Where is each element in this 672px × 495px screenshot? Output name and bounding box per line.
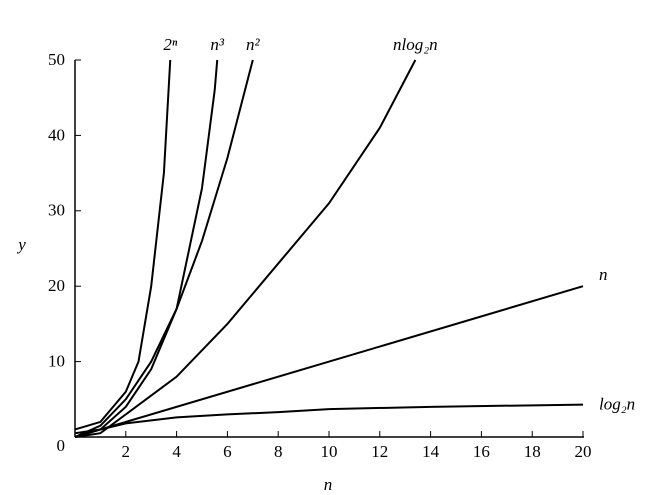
x-tick-label: 6 <box>223 442 232 461</box>
series-line <box>74 403 584 435</box>
x-tick-label: 16 <box>473 442 490 461</box>
y-tick-label: 40 <box>48 125 65 144</box>
series-line <box>74 59 172 431</box>
x-tick-label: 18 <box>524 442 541 461</box>
series-label: log₂n <box>599 395 635 414</box>
y-tick-label: 20 <box>48 276 65 295</box>
x-tick-label: 14 <box>422 442 440 461</box>
y-axis-label: y <box>16 235 26 254</box>
series-label: n² <box>246 35 261 54</box>
series-label: 2ⁿ <box>163 35 178 54</box>
x-tick-label: 2 <box>122 442 131 461</box>
x-tick-label: 12 <box>371 442 388 461</box>
series-line <box>74 59 254 438</box>
y-tick-label: 10 <box>48 352 65 371</box>
y-tick-label: 0 <box>57 436 66 455</box>
x-tick-label: 4 <box>172 442 181 461</box>
series-label: n <box>599 265 608 284</box>
series-label: nlog₂n <box>393 35 438 54</box>
y-tick-label: 50 <box>48 50 65 69</box>
series-label: n³ <box>210 35 225 54</box>
series-line <box>74 59 219 438</box>
x-tick-label: 20 <box>575 442 592 461</box>
y-tick-label: 30 <box>48 201 65 220</box>
x-tick-label: 8 <box>274 442 283 461</box>
series-line <box>74 59 417 438</box>
x-axis-label: n <box>324 475 333 494</box>
x-tick-label: 10 <box>321 442 338 461</box>
